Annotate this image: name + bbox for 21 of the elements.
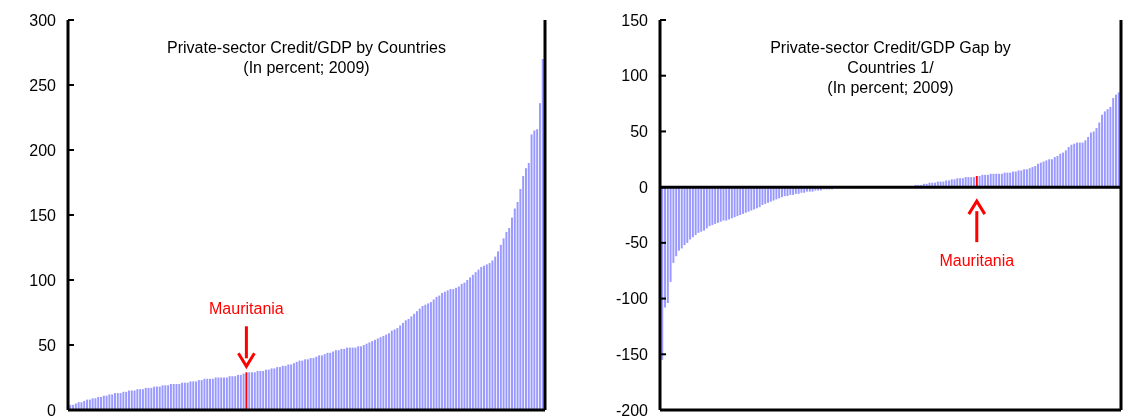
text: (In percent; 2009) bbox=[827, 79, 954, 96]
y-tick-label: -100 bbox=[615, 290, 649, 308]
y-tick-label: 100 bbox=[29, 271, 57, 289]
y-tick-label: -50 bbox=[624, 234, 649, 252]
text: (In percent; 2009) bbox=[243, 59, 370, 76]
text: Private-sector Credit/GDP by Countries bbox=[167, 39, 446, 56]
y-tick-label: 150 bbox=[29, 206, 57, 224]
annotation: Mauritania bbox=[209, 300, 284, 318]
y-tick-label: 50 bbox=[38, 336, 57, 354]
y-tick-label: 0 bbox=[47, 401, 57, 419]
y-tick-label: 100 bbox=[621, 67, 649, 85]
y-tick-label: 0 bbox=[639, 178, 649, 196]
y-tick-label: 150 bbox=[621, 11, 649, 29]
text: Private-sector Credit/GDP Gap by Countries 1/ bbox=[770, 39, 1011, 76]
y-tick-label: 200 bbox=[29, 141, 57, 159]
annotation: Mauritania bbox=[939, 252, 1015, 270]
y-tick-label: -200 bbox=[615, 401, 649, 419]
y-tick-label: 50 bbox=[630, 123, 649, 141]
y-tick-label: 300 bbox=[29, 11, 57, 29]
y-tick-label: 250 bbox=[29, 76, 57, 94]
y-tick-label: -150 bbox=[615, 345, 649, 363]
